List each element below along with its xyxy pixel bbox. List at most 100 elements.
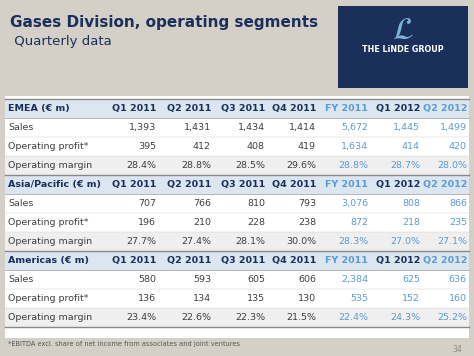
Text: 136: 136 <box>138 294 156 303</box>
Text: $\mathcal{L}$: $\mathcal{L}$ <box>392 16 414 44</box>
Text: 135: 135 <box>247 294 265 303</box>
Text: Q2 2011: Q2 2011 <box>167 256 211 265</box>
Text: 28.5%: 28.5% <box>235 161 265 170</box>
Text: 5,672: 5,672 <box>341 123 368 132</box>
Text: Sales: Sales <box>8 123 33 132</box>
Text: 605: 605 <box>247 275 265 284</box>
Text: 1,445: 1,445 <box>393 123 420 132</box>
Text: 235: 235 <box>449 218 467 227</box>
Text: Operating margin: Operating margin <box>8 313 92 322</box>
Text: 238: 238 <box>298 218 316 227</box>
Text: 625: 625 <box>402 275 420 284</box>
Text: FY 2011: FY 2011 <box>325 256 368 265</box>
Text: 23.4%: 23.4% <box>126 313 156 322</box>
Text: Q1 2011: Q1 2011 <box>111 104 156 113</box>
Text: 580: 580 <box>138 275 156 284</box>
Text: 707: 707 <box>138 199 156 208</box>
Text: 3,076: 3,076 <box>341 199 368 208</box>
Text: 1,393: 1,393 <box>129 123 156 132</box>
Text: Operating profit*: Operating profit* <box>8 294 89 303</box>
Text: Sales: Sales <box>8 199 33 208</box>
Text: 28.0%: 28.0% <box>437 161 467 170</box>
Text: 29.6%: 29.6% <box>286 161 316 170</box>
Text: 27.4%: 27.4% <box>181 237 211 246</box>
Text: 1,634: 1,634 <box>341 142 368 151</box>
Text: 1,431: 1,431 <box>184 123 211 132</box>
Text: 395: 395 <box>138 142 156 151</box>
Text: Q1 2012: Q1 2012 <box>375 256 420 265</box>
Text: 22.6%: 22.6% <box>181 313 211 322</box>
Text: 593: 593 <box>193 275 211 284</box>
FancyBboxPatch shape <box>5 156 469 175</box>
Text: Q2 2011: Q2 2011 <box>167 180 211 189</box>
Text: 28.8%: 28.8% <box>338 161 368 170</box>
Text: Operating profit*: Operating profit* <box>8 218 89 227</box>
Text: 408: 408 <box>247 142 265 151</box>
Text: 30.0%: 30.0% <box>286 237 316 246</box>
Text: Q2 2011: Q2 2011 <box>167 104 211 113</box>
Text: THE LiNDE GROUP: THE LiNDE GROUP <box>362 46 444 54</box>
Text: Operating profit*: Operating profit* <box>8 142 89 151</box>
Text: 866: 866 <box>449 199 467 208</box>
Text: Q4 2011: Q4 2011 <box>272 256 316 265</box>
Text: Q1 2012: Q1 2012 <box>375 104 420 113</box>
Text: 28.7%: 28.7% <box>390 161 420 170</box>
Text: Operating margin: Operating margin <box>8 161 92 170</box>
Text: 28.1%: 28.1% <box>235 237 265 246</box>
Text: Sales: Sales <box>8 275 33 284</box>
Text: 535: 535 <box>350 294 368 303</box>
Text: *EBITDA excl. share of net income from associates and joint ventures: *EBITDA excl. share of net income from a… <box>8 341 240 347</box>
Text: 210: 210 <box>193 218 211 227</box>
FancyBboxPatch shape <box>5 99 469 118</box>
FancyBboxPatch shape <box>338 6 468 88</box>
Text: 218: 218 <box>402 218 420 227</box>
Text: EMEA (€ m): EMEA (€ m) <box>8 104 70 113</box>
Text: Q3 2011: Q3 2011 <box>221 180 265 189</box>
Text: 808: 808 <box>402 199 420 208</box>
Text: Q1 2012: Q1 2012 <box>375 180 420 189</box>
Text: 21.5%: 21.5% <box>286 313 316 322</box>
Text: 130: 130 <box>298 294 316 303</box>
Text: Operating margin: Operating margin <box>8 237 92 246</box>
Text: 414: 414 <box>402 142 420 151</box>
Text: 1,499: 1,499 <box>440 123 467 132</box>
Text: Q1 2011: Q1 2011 <box>111 256 156 265</box>
FancyBboxPatch shape <box>5 232 469 251</box>
Text: 28.4%: 28.4% <box>126 161 156 170</box>
Text: 22.3%: 22.3% <box>235 313 265 322</box>
Text: 28.8%: 28.8% <box>181 161 211 170</box>
FancyBboxPatch shape <box>5 96 469 338</box>
FancyBboxPatch shape <box>5 175 469 194</box>
Text: 27.0%: 27.0% <box>390 237 420 246</box>
Text: 636: 636 <box>449 275 467 284</box>
Text: 152: 152 <box>402 294 420 303</box>
Text: Q2 2012: Q2 2012 <box>423 256 467 265</box>
Text: Asia/Pacific (€ m): Asia/Pacific (€ m) <box>8 180 101 189</box>
Text: 419: 419 <box>298 142 316 151</box>
Text: Q3 2011: Q3 2011 <box>221 256 265 265</box>
Text: 28.3%: 28.3% <box>338 237 368 246</box>
Text: Q2 2012: Q2 2012 <box>423 180 467 189</box>
Text: Q4 2011: Q4 2011 <box>272 180 316 189</box>
Text: FY 2011: FY 2011 <box>325 180 368 189</box>
Text: 25.2%: 25.2% <box>437 313 467 322</box>
Text: 27.7%: 27.7% <box>126 237 156 246</box>
Text: Quarterly data: Quarterly data <box>10 36 112 48</box>
Text: Q4 2011: Q4 2011 <box>272 104 316 113</box>
Text: 228: 228 <box>247 218 265 227</box>
Text: 793: 793 <box>298 199 316 208</box>
Text: Q3 2011: Q3 2011 <box>221 104 265 113</box>
Text: 766: 766 <box>193 199 211 208</box>
Text: 34: 34 <box>452 346 462 355</box>
Text: Q2 2012: Q2 2012 <box>423 104 467 113</box>
Text: 2,384: 2,384 <box>341 275 368 284</box>
Text: 27.1%: 27.1% <box>437 237 467 246</box>
Text: 872: 872 <box>350 218 368 227</box>
Text: 160: 160 <box>449 294 467 303</box>
Text: 606: 606 <box>298 275 316 284</box>
Text: 134: 134 <box>193 294 211 303</box>
Text: Americas (€ m): Americas (€ m) <box>8 256 89 265</box>
FancyBboxPatch shape <box>5 308 469 327</box>
Text: 24.3%: 24.3% <box>390 313 420 322</box>
Text: Q1 2011: Q1 2011 <box>111 180 156 189</box>
